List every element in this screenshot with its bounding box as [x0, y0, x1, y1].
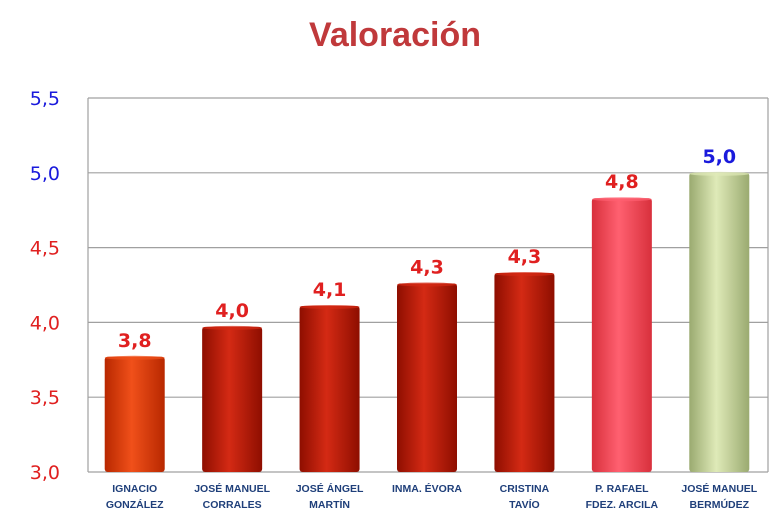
data-label: 5,0 [702, 146, 736, 168]
bar [202, 326, 263, 472]
y-axis: 3,0 3,5 4,0 4,5 5,0 5,5 [30, 88, 60, 484]
x-tick-label: MARTÍN [309, 498, 350, 511]
bar [591, 198, 652, 472]
chart-title: Valoración [309, 16, 481, 54]
x-tick-label: CRISTINA [500, 483, 550, 495]
y-tick-label: 3,5 [30, 387, 60, 409]
x-tick-label: JOSÉ MANUEL [681, 482, 757, 495]
x-tick-label: IGNACIO [112, 483, 157, 495]
x-tick-label: TAVÍO [509, 498, 540, 511]
x-tick-label: P. RAFAEL [595, 483, 649, 495]
bar-cap [494, 272, 555, 277]
x-tick-label: JOSÉ MANUEL [194, 482, 270, 495]
data-label: 4,3 [508, 246, 542, 268]
x-tick-label: JOSÉ ÁNGEL [296, 482, 364, 495]
data-label: 4,3 [410, 257, 444, 279]
bar-cap [397, 282, 457, 287]
bar [494, 273, 555, 472]
y-tick-label: 4,0 [30, 312, 60, 334]
bar [299, 305, 360, 472]
bar [104, 356, 165, 472]
y-tick-label: 5,5 [30, 88, 60, 110]
x-tick-label: FDEZ. ARCILA [586, 499, 659, 511]
x-tick-label: GONZÁLEZ [106, 498, 164, 511]
bars: 3,8 4,0 4,1 4,3 4,3 4,8 5,0 [104, 146, 750, 473]
data-label: 4,0 [215, 300, 249, 322]
y-tick-label: 5,0 [30, 163, 60, 185]
x-axis: IGNACIO GONZÁLEZ JOSÉ MANUEL CORRALES JOSÉ Á… [106, 482, 758, 511]
data-label: 4,8 [605, 171, 639, 193]
y-tick-label: 3,0 [30, 462, 60, 484]
bar-cap [202, 325, 263, 330]
bar-cap [689, 171, 750, 176]
x-tick-label: CORRALES [203, 499, 262, 511]
bar-cap [104, 355, 165, 360]
bar [689, 172, 750, 473]
bar-cap [299, 304, 360, 309]
bar-cap [591, 197, 652, 202]
data-label: 4,1 [313, 279, 347, 301]
x-tick-label: INMA. ÉVORA [392, 482, 462, 495]
bar [397, 283, 457, 472]
y-tick-label: 4,5 [30, 238, 60, 260]
x-tick-label: BERMÚDEZ [690, 498, 750, 511]
data-label: 3,8 [118, 330, 152, 352]
